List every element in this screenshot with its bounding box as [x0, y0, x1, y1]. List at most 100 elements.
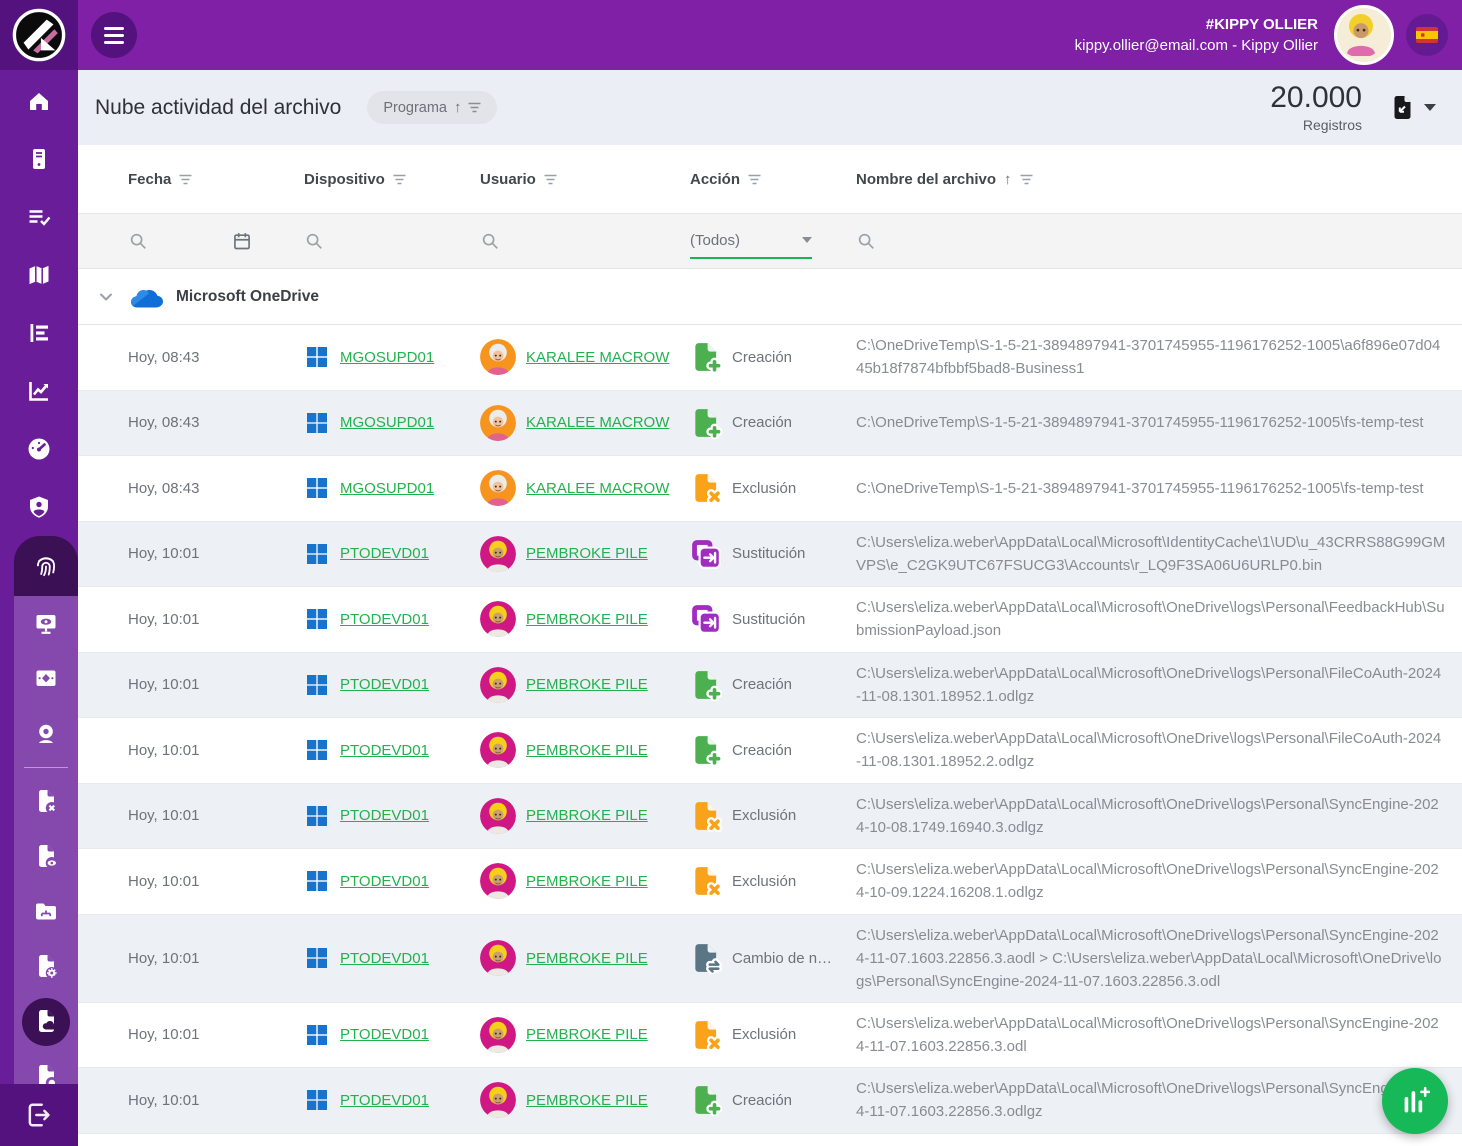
sidebar-item-cloud-file-activity[interactable] — [14, 994, 78, 1049]
active-item-highlight — [22, 997, 70, 1046]
user-link[interactable]: PEMBROKE PILE — [526, 949, 648, 967]
sidebar-item-security-shield[interactable] — [0, 478, 78, 536]
user-link[interactable]: KARALEE MACROW — [526, 348, 670, 366]
sidebar-item-network-folder[interactable] — [14, 884, 78, 939]
column-header-fecha[interactable]: Fecha — [128, 171, 304, 188]
user-avatar-icon — [480, 1016, 516, 1053]
windows-icon — [307, 478, 327, 499]
action-icon — [690, 1019, 722, 1051]
file-delete-icon — [39, 790, 58, 814]
sidebar-item-devices[interactable] — [0, 130, 78, 188]
sidebar-item-webcam[interactable] — [14, 706, 78, 761]
sidebar-item-line-chart-report[interactable] — [0, 362, 78, 420]
filter-usuario — [480, 231, 690, 251]
user-link[interactable]: PEMBROKE PILE — [526, 676, 648, 694]
column-header-usuario[interactable]: Usuario — [480, 171, 690, 188]
user-link[interactable]: PEMBROKE PILE — [526, 741, 648, 759]
device-link[interactable]: PTODEVD01 — [340, 1026, 429, 1044]
row-time: Hoy, 08:43 — [128, 348, 200, 366]
group-sort-chip[interactable]: Programa ↑ — [367, 91, 498, 124]
network-folder-icon — [36, 903, 56, 919]
language-button[interactable] — [1406, 14, 1448, 56]
user-link[interactable]: KARALEE MACROW — [526, 414, 670, 432]
column-label: Fecha — [128, 170, 172, 188]
filename-search-input[interactable] — [890, 232, 954, 250]
user-link[interactable]: PEMBROKE PILE — [526, 1026, 648, 1044]
device-link[interactable]: PTODEVD01 — [340, 949, 429, 967]
sidebar-item-map[interactable] — [0, 246, 78, 304]
action-icon — [690, 407, 722, 439]
user-link[interactable]: PEMBROKE PILE — [526, 1091, 648, 1109]
file-cloud-icon — [39, 1010, 57, 1032]
export-caret-icon — [1424, 104, 1436, 111]
export-button[interactable] — [1390, 95, 1436, 121]
filter-lines-icon — [544, 174, 557, 184]
file-path: C:\Users\eliza.weber\AppData\Local\Micro… — [856, 1014, 1439, 1055]
sidebar-item-file-deleted[interactable] — [14, 774, 78, 829]
sidebar-item-task-list[interactable] — [0, 188, 78, 246]
search-icon — [858, 233, 874, 249]
action-filter-select[interactable]: (Todos) — [690, 223, 812, 259]
file-path: C:\Users\eliza.weber\AppData\Local\Micro… — [856, 599, 1445, 640]
sidebar-item-file-viewed[interactable] — [14, 829, 78, 884]
sidebar-item-home[interactable] — [0, 72, 78, 130]
device-link[interactable]: PTODEVD01 — [340, 676, 429, 694]
logout-icon — [28, 1103, 50, 1127]
table-row: Hoy, 10:01 PTODEVD01 PEMBROKE PILE Susti… — [78, 521, 1462, 587]
menu-button[interactable] — [91, 12, 137, 58]
action-label: Cambio de n… — [732, 949, 833, 967]
row-time: Hoy, 10:01 — [128, 1026, 200, 1044]
user-link[interactable]: PEMBROKE PILE — [526, 872, 648, 890]
app-logo[interactable] — [0, 0, 78, 70]
avatar-kippy-icon — [1337, 8, 1385, 56]
user-avatar-icon — [480, 666, 516, 703]
action-icon — [690, 942, 722, 974]
device-link[interactable]: PTODEVD01 — [340, 545, 429, 563]
action-icon — [690, 800, 722, 832]
device-link[interactable]: PTODEVD01 — [340, 807, 429, 825]
device-link[interactable]: MGOSUPD01 — [340, 348, 435, 366]
device-link[interactable]: PTODEVD01 — [340, 872, 429, 890]
device-link[interactable]: MGOSUPD01 — [340, 479, 435, 497]
calendar-icon[interactable] — [232, 231, 252, 251]
device-link[interactable]: PTODEVD01 — [340, 741, 429, 759]
sidebar-item-screenshot[interactable] — [14, 651, 78, 706]
windows-icon — [307, 871, 327, 892]
device-search-input[interactable] — [338, 232, 402, 250]
user-avatar-button[interactable] — [1334, 5, 1394, 65]
user-link[interactable]: PEMBROKE PILE — [526, 545, 648, 563]
chevron-down-icon[interactable] — [96, 287, 116, 307]
spain-flag-icon — [1416, 27, 1438, 43]
date-search-input[interactable] — [162, 232, 218, 250]
prey-logo-icon — [12, 8, 66, 62]
sidebar-item-file-extra[interactable] — [14, 1049, 78, 1085]
column-header-dispositivo[interactable]: Dispositivo — [304, 171, 480, 188]
device-link[interactable]: PTODEVD01 — [340, 610, 429, 628]
user-search-input[interactable] — [514, 232, 578, 250]
sidebar-item-logout[interactable] — [0, 1084, 78, 1146]
action-label: Sustitución — [732, 545, 806, 563]
filter-lines-icon — [468, 102, 481, 113]
user-link[interactable]: PEMBROKE PILE — [526, 610, 648, 628]
select-caret-icon — [802, 237, 812, 243]
group-label: Microsoft OneDrive — [176, 287, 319, 305]
column-header-nombre[interactable]: Nombre del archivo ↑ — [856, 171, 1462, 188]
device-link[interactable]: MGOSUPD01 — [340, 414, 435, 432]
sidebar-item-gauge-dashboard[interactable] — [0, 420, 78, 478]
windows-icon — [307, 740, 327, 761]
sidebar-item-fingerprint-evidence[interactable] — [14, 536, 78, 596]
user-avatar-icon — [480, 732, 516, 769]
add-report-button[interactable] — [1382, 1068, 1448, 1134]
account-info[interactable]: #KIPPY OLLIER kippy.ollier@email.com - K… — [1075, 14, 1318, 56]
device-link[interactable]: PTODEVD01 — [340, 1091, 429, 1109]
action-label: Creación — [732, 348, 793, 366]
action-label: Exclusión — [732, 872, 797, 890]
sidebar-item-file-settings[interactable] — [14, 939, 78, 994]
sidebar-item-levels-report[interactable] — [0, 304, 78, 362]
column-header-accion[interactable]: Acción — [690, 171, 856, 188]
row-time: Hoy, 10:01 — [128, 949, 200, 967]
user-link[interactable]: PEMBROKE PILE — [526, 807, 648, 825]
user-link[interactable]: KARALEE MACROW — [526, 479, 670, 497]
list-check-icon — [29, 210, 51, 226]
sidebar-item-screen-monitor[interactable] — [14, 596, 78, 651]
